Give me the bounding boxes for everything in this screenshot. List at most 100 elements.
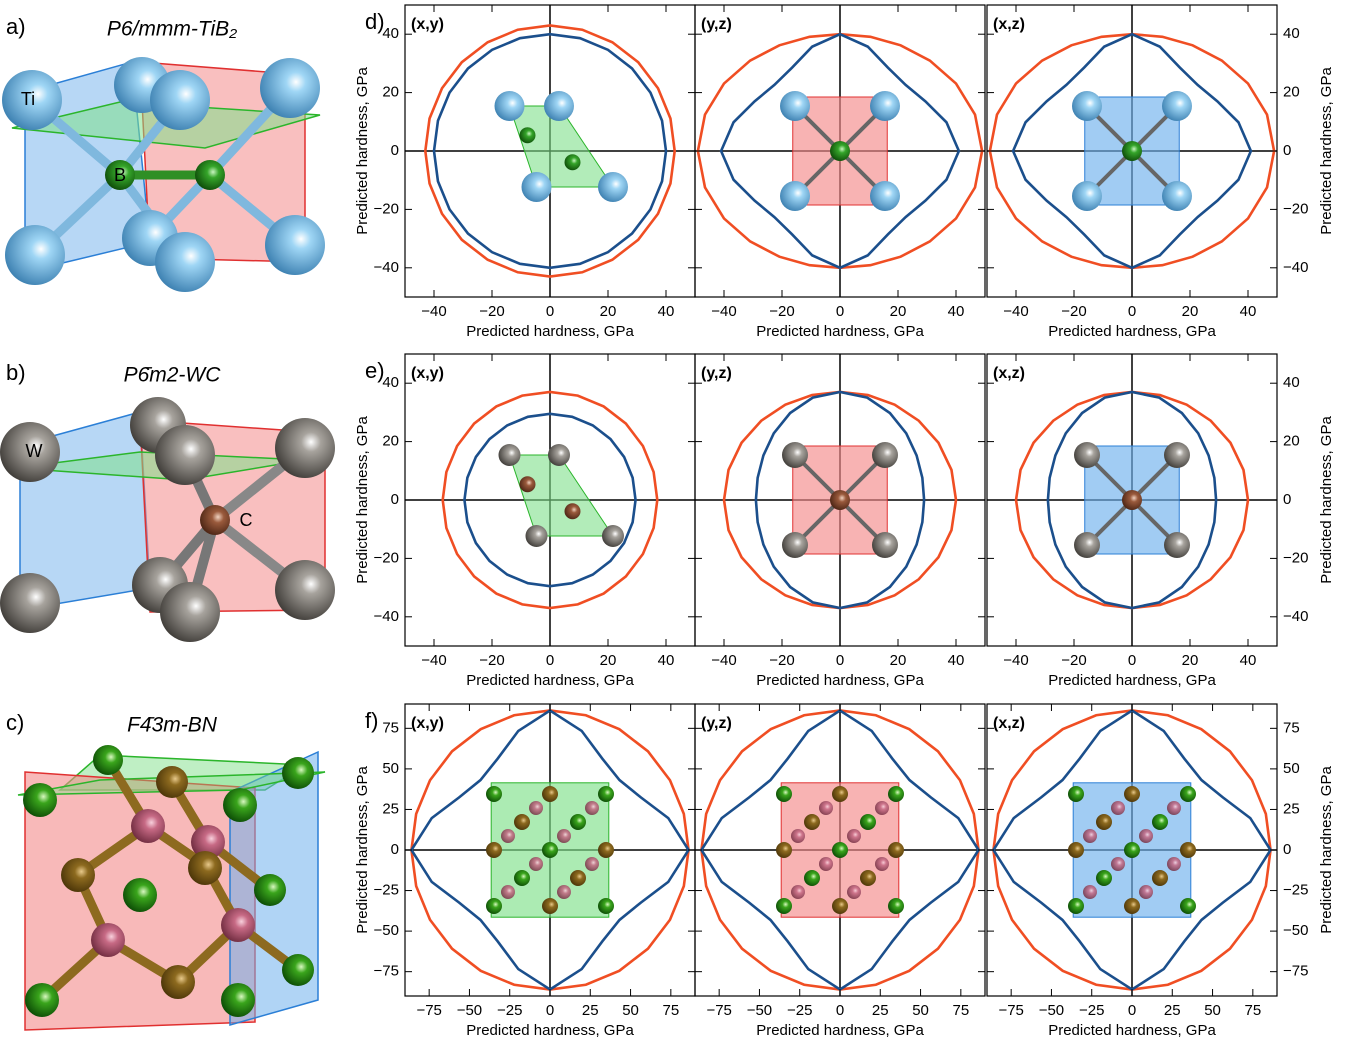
atom <box>23 783 57 817</box>
inset-atom <box>542 786 558 802</box>
plot-title: (x,z) <box>993 365 1025 382</box>
x-tick-label: −20 <box>769 652 794 669</box>
curve <box>754 390 926 610</box>
y-tick-label: 50 <box>1283 760 1300 777</box>
x-tick-label: 25 <box>872 1002 889 1019</box>
x-tick-label: −20 <box>479 303 504 320</box>
y-tick-label: 0 <box>1283 142 1291 159</box>
x-axis-label: Predicted hardness, GPa <box>756 1022 924 1039</box>
atom <box>282 757 314 789</box>
x-axis-label: Predicted hardness, GPa <box>756 323 924 340</box>
x-tick-label: 75 <box>952 1002 969 1019</box>
structures: a) P6/mmm-TiB₂ Ti B b) P6̄m2-WC <box>0 14 335 1031</box>
atom <box>105 160 135 190</box>
x-tick-label: 75 <box>1244 1002 1261 1019</box>
x-tick-label: −20 <box>769 303 794 320</box>
x-tick-label: −40 <box>711 652 736 669</box>
x-tick-label: 0 <box>546 652 554 669</box>
inset-atom <box>598 898 614 914</box>
structure-title: P6̄m2-WC <box>124 364 222 387</box>
inset-atom <box>832 786 848 802</box>
inset-atom <box>501 829 515 843</box>
plot-title: (x,y) <box>411 16 444 33</box>
inset-atom <box>1162 181 1192 211</box>
y-tick-label: 25 <box>1283 800 1300 817</box>
x-tick-label: 0 <box>836 303 844 320</box>
inset-atom <box>791 885 805 899</box>
x-tick-label: 20 <box>1182 303 1199 320</box>
inset-atom <box>585 857 599 871</box>
x-axis-label: Predicted hardness, GPa <box>1048 672 1216 689</box>
y-tick-label: −25 <box>1283 882 1308 899</box>
atom <box>131 809 165 843</box>
inset-atom <box>791 829 805 843</box>
inset-atom <box>1124 786 1140 802</box>
atom <box>160 582 220 642</box>
plot-title: (x,z) <box>993 16 1025 33</box>
atom <box>223 788 257 822</box>
y-tick-label: −40 <box>1283 608 1308 625</box>
inset-atom <box>486 898 502 914</box>
x-axis-label: Predicted hardness, GPa <box>756 672 924 689</box>
inset-atom <box>888 842 904 858</box>
y-tick-label: 0 <box>1283 491 1291 508</box>
y-tick-label: 20 <box>382 84 399 101</box>
x-axis-label: Predicted hardness, GPa <box>466 672 634 689</box>
x-tick-label: −20 <box>479 652 504 669</box>
x-tick-label: 20 <box>600 303 617 320</box>
x-tick-label: 50 <box>1204 1002 1221 1019</box>
y-tick-label: 20 <box>382 433 399 450</box>
inset-atom <box>570 870 586 886</box>
curve <box>722 390 958 610</box>
x-tick-label: 0 <box>1128 652 1136 669</box>
atom <box>275 418 335 478</box>
inset-atom <box>776 786 792 802</box>
y-axis-label: Predicted hardness, GPa <box>1318 416 1335 584</box>
inset-atom <box>498 444 521 466</box>
atom <box>195 160 225 190</box>
plot: −40 −20 0 20 40 −40 −20 0 20 40 (x,z) Predicted har… <box>986 353 1335 689</box>
y-axis-label: Predicted hardness, GPa <box>354 766 371 934</box>
x-axis-label: Predicted hardness, GPa <box>1048 1022 1216 1039</box>
y-tick-label: 20 <box>1283 84 1300 101</box>
atom <box>155 425 215 485</box>
atom <box>260 58 320 118</box>
y-axis-label: Predicted hardness, GPa <box>1318 67 1335 235</box>
panel-label: f) <box>365 708 378 733</box>
inset-atom <box>782 442 808 468</box>
atom <box>0 573 60 633</box>
inset-atom <box>819 801 833 815</box>
atom <box>188 851 222 885</box>
inset-atom <box>598 842 614 858</box>
plots: −40 −20 0 20 40 −40 −20 0 20 40 (x,y) d) Predicted h… <box>354 4 1335 1039</box>
inset-atom <box>1074 442 1100 468</box>
atom <box>155 232 215 292</box>
plot: −40 −20 0 20 40 (y,z) Predicted hardness, GPa <box>694 353 986 689</box>
x-tick-label: 20 <box>890 652 907 669</box>
inset-atom <box>782 532 808 558</box>
inset-atom <box>598 786 614 802</box>
plot: −40 −20 0 20 40 (y,z) Predicted hardness, GPa <box>694 4 986 340</box>
y-tick-label: −50 <box>1283 922 1308 939</box>
inset-atom <box>1074 532 1100 558</box>
inset-atom <box>1180 842 1196 858</box>
inset-atom <box>548 444 570 466</box>
atom <box>200 505 230 535</box>
atom <box>123 878 157 912</box>
panel-label: d) <box>365 9 385 34</box>
plot-title: (x,y) <box>411 715 444 732</box>
y-tick-label: 40 <box>1283 374 1300 391</box>
inset-atom <box>1139 885 1153 899</box>
inset-atom <box>521 172 552 202</box>
atom-label: Ti <box>21 89 35 109</box>
x-tick-label: 40 <box>658 652 675 669</box>
inset-atom <box>544 91 574 121</box>
x-tick-label: 0 <box>836 652 844 669</box>
x-tick-label: 40 <box>948 303 965 320</box>
y-tick-label: 40 <box>1283 25 1300 42</box>
atom <box>91 923 125 957</box>
atom <box>282 954 314 986</box>
curve <box>423 24 677 278</box>
atom <box>191 825 225 859</box>
y-tick-label: 0 <box>1283 841 1291 858</box>
